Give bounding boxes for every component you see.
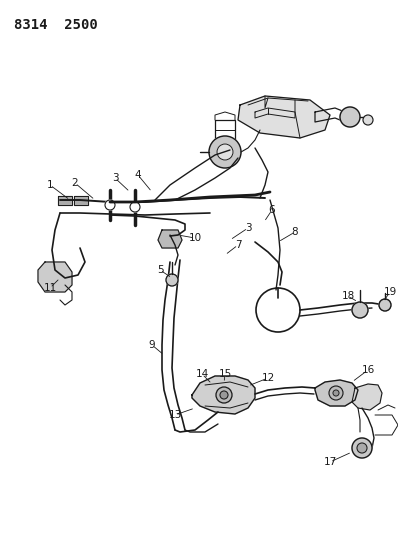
Circle shape [216, 387, 232, 403]
Text: 8: 8 [292, 227, 298, 237]
Text: 17: 17 [323, 457, 337, 467]
Circle shape [363, 115, 373, 125]
Circle shape [105, 200, 115, 210]
Text: 15: 15 [219, 369, 232, 379]
Text: 11: 11 [43, 283, 57, 293]
Polygon shape [192, 376, 255, 414]
Circle shape [352, 438, 372, 458]
Text: 2: 2 [72, 178, 78, 188]
Circle shape [329, 386, 343, 400]
Text: 7: 7 [235, 240, 241, 250]
Polygon shape [74, 196, 88, 205]
Text: 8314  2500: 8314 2500 [14, 18, 98, 32]
Circle shape [357, 443, 367, 453]
Circle shape [379, 299, 391, 311]
Text: 4: 4 [135, 170, 141, 180]
Text: 6: 6 [269, 205, 275, 215]
Text: 1: 1 [47, 180, 53, 190]
Circle shape [340, 107, 360, 127]
Text: 3: 3 [112, 173, 118, 183]
Polygon shape [38, 262, 72, 292]
Text: 16: 16 [361, 365, 375, 375]
Circle shape [220, 391, 228, 399]
Polygon shape [238, 96, 330, 138]
Polygon shape [158, 230, 182, 248]
Circle shape [166, 274, 178, 286]
Text: 14: 14 [195, 369, 209, 379]
Text: 5: 5 [157, 265, 163, 275]
Circle shape [333, 390, 339, 396]
Text: 12: 12 [261, 373, 275, 383]
Text: 9: 9 [149, 340, 155, 350]
Circle shape [217, 144, 233, 160]
Text: 10: 10 [188, 233, 201, 243]
Polygon shape [352, 384, 382, 410]
Text: 18: 18 [341, 291, 355, 301]
Polygon shape [58, 196, 72, 205]
Polygon shape [315, 380, 358, 406]
Circle shape [352, 302, 368, 318]
Text: 19: 19 [383, 287, 397, 297]
Circle shape [130, 202, 140, 212]
Text: 3: 3 [245, 223, 251, 233]
Circle shape [209, 136, 241, 168]
Text: 13: 13 [168, 410, 181, 420]
